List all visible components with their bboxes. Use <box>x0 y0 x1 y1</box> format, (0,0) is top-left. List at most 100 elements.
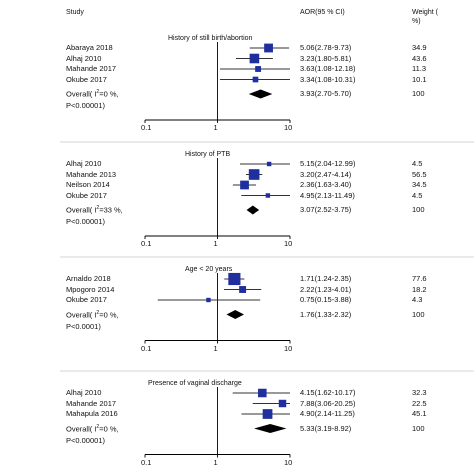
i-squared-value: =0 %, <box>99 310 119 319</box>
study-name: Mahande 2017 <box>66 398 117 408</box>
study-ci: 3.63(1.08-12.18) <box>300 64 356 73</box>
study-name: Arnaldo 2018 <box>66 274 111 283</box>
study-weight: 4.5 <box>412 190 423 200</box>
study-marker <box>278 399 287 408</box>
study-ci: 7.88(3.06-20.25) <box>300 398 356 408</box>
i-squared-value: =33 %, <box>99 205 123 215</box>
study-weight: 34.9 <box>412 43 427 52</box>
study-name: Okube 2017 <box>66 190 107 200</box>
study-marker <box>240 180 249 190</box>
study-marker <box>255 66 262 72</box>
study-weight: 34.5 <box>412 180 427 189</box>
study-ci: 3.20(2.47-4.14) <box>300 169 352 179</box>
x-tick-label: 0.1 <box>141 343 152 353</box>
study-ci: 1.71(1.24-2.35) <box>300 274 352 283</box>
x-tick-label: 10 <box>284 239 293 248</box>
study-weight: 32.3 <box>412 388 427 397</box>
overall-p-value: P<0.0001) <box>66 321 101 331</box>
i-squared-superscript: 2 <box>96 423 100 430</box>
x-tick-label: 1 <box>213 123 218 132</box>
study-marker <box>249 53 260 64</box>
study-ci: 3.34(1.08-10.31) <box>300 74 356 84</box>
study-marker <box>258 388 267 398</box>
study-name: Abaraya 2018 <box>66 43 113 52</box>
study-weight: 11.3 <box>412 64 427 73</box>
x-tick-label: 0.1 <box>141 123 152 132</box>
study-marker <box>206 297 211 303</box>
i-squared-superscript: 2 <box>96 89 100 95</box>
study-weight: 4.3 <box>412 295 423 304</box>
study-name: Mpogoro 2014 <box>66 284 115 294</box>
study-weight: 18.2 <box>412 284 427 294</box>
overall-ci: 3.93(2.70-5.70) <box>300 89 352 98</box>
study-marker <box>228 272 241 286</box>
overall-ci: 5.33(3.19-8.92) <box>300 423 352 433</box>
x-tick-label: 0.1 <box>141 457 152 467</box>
study-ci: 2.22(1.23-4.01) <box>300 284 352 294</box>
study-name: Okube 2017 <box>66 74 107 84</box>
study-marker <box>264 43 273 53</box>
overall-label: Overall( I2=0 %, <box>66 423 119 434</box>
study-marker <box>265 193 271 198</box>
study-weight: 22.5 <box>412 398 427 408</box>
header-weight: Weight ( <box>412 9 438 16</box>
overall-weight: 100 <box>412 309 425 319</box>
overall-label-text: Overall( I <box>66 310 97 319</box>
study-name: Okube 2017 <box>66 295 107 304</box>
overall-weight: 100 <box>412 423 425 433</box>
overall-p-value: P<0.00001) <box>66 435 105 445</box>
overall-weight: 100 <box>412 89 425 98</box>
study-weight: 45.1 <box>412 409 427 418</box>
overall-label: Overall( I2=0 %, <box>66 309 119 320</box>
i-squared-value: =0 %, <box>99 424 119 433</box>
overall-diamond <box>226 310 244 319</box>
study-name: Mahande 2013 <box>66 169 117 179</box>
panel-title: History of still birth/abortion <box>168 35 253 42</box>
overall-diamond <box>254 424 287 433</box>
study-name: Mahapula 2016 <box>66 409 118 418</box>
study-name: Alhaj 2010 <box>66 159 102 168</box>
header-study: Study <box>66 9 84 16</box>
study-ci: 3.23(1.80-5.81) <box>300 53 352 63</box>
study-marker <box>248 169 260 180</box>
study-weight: 10.1 <box>412 74 427 84</box>
x-tick-label: 10 <box>284 343 293 353</box>
study-name: Neilson 2014 <box>66 180 110 189</box>
overall-p-value: P<0.00001) <box>66 217 105 226</box>
study-marker <box>266 161 272 167</box>
overall-label-text: Overall( I <box>66 205 97 215</box>
overall-ci: 3.07(2.52-3.75) <box>300 205 352 214</box>
i-squared-superscript: 2 <box>96 205 100 211</box>
x-tick-label: 1 <box>213 343 218 353</box>
study-weight: 56.5 <box>412 169 427 179</box>
study-ci: 5.15(2.04-12.99) <box>300 159 356 168</box>
study-marker <box>252 76 259 83</box>
i-squared-superscript: 2 <box>96 309 100 316</box>
panel-title: Age < 20 years <box>185 266 233 273</box>
study-ci: 2.36(1.63-3.40) <box>300 180 352 189</box>
i-squared-value: =0 %, <box>99 89 119 99</box>
overall-label-text: Overall( I <box>66 424 97 433</box>
header-weight-unit: %) <box>412 18 421 25</box>
x-tick-label: 0.1 <box>141 239 152 248</box>
x-tick-label: 10 <box>284 123 293 132</box>
x-tick-label: 1 <box>213 239 218 248</box>
overall-label: Overall( I2=33 %, <box>66 204 123 215</box>
panel-title: Presence of vaginal discharge <box>148 380 242 387</box>
overall-ci: 1.76(1.33-2.32) <box>300 309 352 319</box>
study-marker <box>262 409 273 419</box>
overall-p-value: P<0.00001) <box>66 101 105 110</box>
study-ci: 0.75(0.15-3.88) <box>300 295 352 304</box>
x-tick-label: 1 <box>213 457 218 467</box>
study-ci: 4.95(2.13-11.49) <box>300 190 355 200</box>
overall-diamond <box>248 89 273 99</box>
study-name: Mahande 2017 <box>66 64 117 73</box>
overall-weight: 100 <box>412 205 425 214</box>
study-ci: 5.06(2.78-9.73) <box>300 43 352 52</box>
study-marker <box>239 286 247 293</box>
study-ci: 4.15(1.62-10.17) <box>300 388 356 397</box>
overall-label: Overall( I2=0 %, <box>66 88 119 99</box>
study-ci: 4.90(2.14-11.25) <box>300 409 355 418</box>
study-weight: 4.5 <box>412 159 423 168</box>
